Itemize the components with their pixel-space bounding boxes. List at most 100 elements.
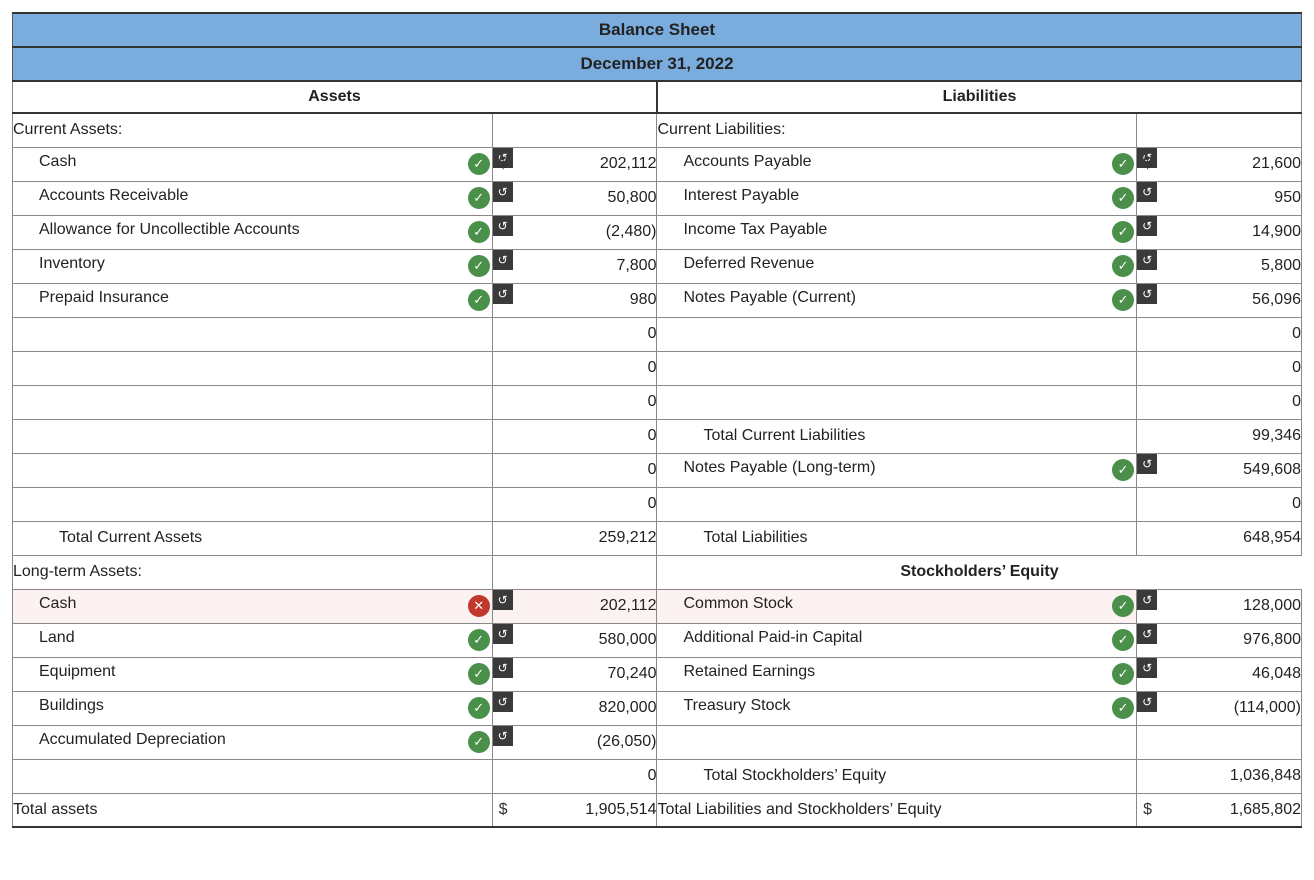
undo-icon[interactable]: ↺	[493, 726, 513, 746]
total-liab-label: Total Liabilities	[657, 521, 1137, 555]
asset-label: Inventory✓	[13, 249, 493, 283]
error-icon: ✕	[468, 595, 490, 617]
blank	[492, 555, 657, 589]
liab-value[interactable]: ↺14,900	[1137, 215, 1302, 249]
asset-value[interactable]: ↺7,800	[492, 249, 657, 283]
table-row: Long-term Assets:Stockholders’ Equity	[13, 555, 1302, 589]
liab-value[interactable]: ↺$21,600	[1137, 147, 1302, 181]
liabilities-header: Liabilities	[657, 81, 1302, 113]
liab-label: Income Tax Payable✓	[657, 215, 1137, 249]
undo-icon[interactable]: ↺	[493, 216, 513, 236]
undo-icon[interactable]: ↺	[1137, 216, 1157, 236]
checkmark-icon: ✓	[1112, 459, 1134, 481]
sheet-title: Balance Sheet	[13, 13, 1302, 47]
checkmark-icon: ✓	[1112, 187, 1134, 209]
liab-value[interactable]: ↺5,800	[1137, 249, 1302, 283]
checkmark-icon: ✓	[1112, 697, 1134, 719]
checkmark-icon: ✓	[468, 731, 490, 753]
lt-asset-value[interactable]: ↺202,112	[492, 589, 657, 623]
lt-asset-value[interactable]: ↺820,000	[492, 691, 657, 725]
table-row: Land✓↺580,000Additional Paid-in Capital✓…	[13, 623, 1302, 657]
asset-label: Allowance for Uncollectible Accounts✓	[13, 215, 493, 249]
lt-asset-label: Equipment✓	[13, 657, 493, 691]
asset-label	[13, 419, 493, 453]
undo-icon[interactable]: ↺	[1137, 182, 1157, 202]
asset-value[interactable]: ↺(2,480)	[492, 215, 657, 249]
undo-icon[interactable]: ↺	[1137, 250, 1157, 270]
undo-icon[interactable]: ↺	[493, 658, 513, 678]
balance-sheet-table: Balance Sheet December 31, 2022 AssetsLi…	[12, 12, 1302, 828]
total-equity-value: 1,036,848	[1137, 759, 1302, 793]
lt-asset-label: Buildings✓	[13, 691, 493, 725]
blank	[1137, 725, 1302, 759]
table-row: Cash✓↺$202,112Accounts Payable✓↺$21,600	[13, 147, 1302, 181]
total-equity-label: Total Stockholders’ Equity	[657, 759, 1137, 793]
undo-icon[interactable]: ↺	[493, 590, 513, 610]
checkmark-icon: ✓	[1112, 255, 1134, 277]
equity-label: Common Stock✓	[657, 589, 1137, 623]
liab-value[interactable]: ↺950	[1137, 181, 1302, 215]
equity-value[interactable]: ↺46,048	[1137, 657, 1302, 691]
asset-value: 0	[492, 487, 657, 521]
undo-icon[interactable]: ↺	[493, 624, 513, 644]
checkmark-icon: ✓	[1112, 663, 1134, 685]
liab-value[interactable]: ↺56,096	[1137, 283, 1302, 317]
checkmark-icon: ✓	[1112, 629, 1134, 651]
lt-liab-value[interactable]: ↺549,608	[1137, 453, 1302, 487]
asset-label	[13, 453, 493, 487]
table-row: Current Assets:Current Liabilities:	[13, 113, 1302, 147]
liab-label: Interest Payable✓	[657, 181, 1137, 215]
undo-icon[interactable]: ↺	[493, 182, 513, 202]
asset-value: 0	[492, 351, 657, 385]
total-current-assets-label: Total Current Assets	[13, 521, 493, 555]
equity-value[interactable]: ↺(114,000)	[1137, 691, 1302, 725]
lt-asset-value[interactable]: ↺70,240	[492, 657, 657, 691]
equity-value[interactable]: ↺128,000	[1137, 589, 1302, 623]
table-row: 00	[13, 487, 1302, 521]
undo-icon[interactable]: ↺	[1137, 454, 1157, 474]
equity-label: Retained Earnings✓	[657, 657, 1137, 691]
total-assets-label: Total assets	[13, 793, 493, 827]
current-assets-head: Current Assets:	[13, 113, 493, 147]
lt-asset-value[interactable]: ↺(26,050)	[492, 725, 657, 759]
asset-value[interactable]: ↺50,800	[492, 181, 657, 215]
checkmark-icon: ✓	[1112, 595, 1134, 617]
asset-value[interactable]: ↺$202,112	[492, 147, 657, 181]
table-row: 00	[13, 317, 1302, 351]
table-row: 00	[13, 351, 1302, 385]
undo-icon[interactable]: ↺	[1137, 658, 1157, 678]
table-row: Buildings✓↺820,000Treasury Stock✓↺(114,0…	[13, 691, 1302, 725]
checkmark-icon: ✓	[468, 221, 490, 243]
dollar-sign: $	[1143, 801, 1152, 819]
asset-value: 0	[492, 419, 657, 453]
asset-value: 0	[492, 385, 657, 419]
undo-icon[interactable]: ↺	[493, 692, 513, 712]
asset-value[interactable]: ↺980	[492, 283, 657, 317]
sheet-date: December 31, 2022	[13, 47, 1302, 81]
checkmark-icon: ✓	[468, 663, 490, 685]
lt-liab-value: 0	[1137, 487, 1302, 521]
table-row: Prepaid Insurance✓↺980Notes Payable (Cur…	[13, 283, 1302, 317]
lt-asset-label: Accumulated Depreciation✓	[13, 725, 493, 759]
liab-label: Accounts Payable✓	[657, 147, 1137, 181]
undo-icon[interactable]: ↺	[493, 250, 513, 270]
lt-asset-value[interactable]: ↺580,000	[492, 623, 657, 657]
longterm-assets-head: Long-term Assets:	[13, 555, 493, 589]
undo-icon[interactable]: ↺	[1137, 284, 1157, 304]
undo-icon[interactable]: ↺	[493, 284, 513, 304]
lt-asset-label: Land✓	[13, 623, 493, 657]
liab-value: 0	[1137, 385, 1302, 419]
table-row: Allowance for Uncollectible Accounts✓↺(2…	[13, 215, 1302, 249]
lt-liab-label	[657, 487, 1137, 521]
lt-asset-label: Cash✕	[13, 589, 493, 623]
checkmark-icon: ✓	[468, 697, 490, 719]
total-liab-value: 648,954	[1137, 521, 1302, 555]
undo-icon[interactable]: ↺	[1137, 624, 1157, 644]
total-current-liab-label: Total Current Liabilities	[657, 419, 1137, 453]
undo-icon[interactable]: ↺	[1137, 692, 1157, 712]
equity-value[interactable]: ↺976,800	[1137, 623, 1302, 657]
checkmark-icon: ✓	[468, 629, 490, 651]
undo-icon[interactable]: ↺	[1137, 590, 1157, 610]
asset-label	[13, 317, 493, 351]
checkmark-icon: ✓	[468, 289, 490, 311]
